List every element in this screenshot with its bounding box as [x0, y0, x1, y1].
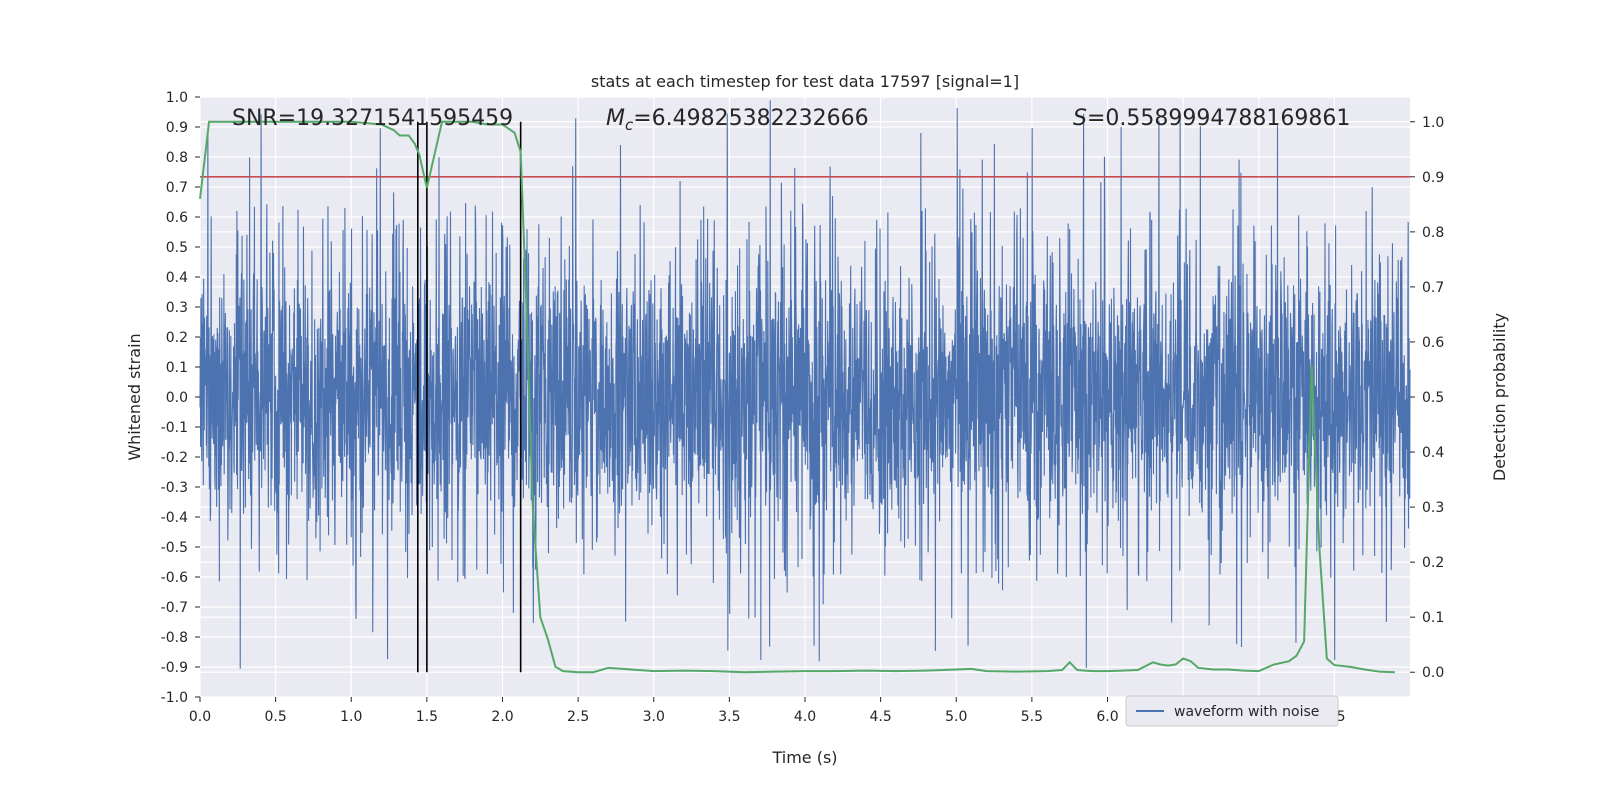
s-symbol: S	[1073, 106, 1087, 131]
y-tick-label-left: -0.6	[161, 570, 188, 586]
y-tick-label-right: 0.9	[1422, 170, 1444, 186]
y-tick-label-left: -0.4	[161, 510, 188, 526]
y-tick-label-left: 0.1	[166, 360, 188, 376]
y-tick-label-left: -0.8	[161, 630, 188, 646]
x-tick-label: 6.0	[1096, 709, 1118, 725]
y-tick-label-left: -0.1	[161, 420, 188, 436]
y-tick-label-right: 0.2	[1422, 555, 1444, 571]
waveform-series	[199, 100, 1411, 669]
y-tick-label-left: -0.5	[161, 540, 188, 556]
mc-subscript: c	[625, 116, 634, 134]
y-tick-label-right: 0.0	[1422, 665, 1444, 681]
x-tick-label: 5.5	[1021, 709, 1043, 725]
legend-label-waveform: waveform with noise	[1174, 704, 1319, 720]
y-tick-label-left: 0.9	[166, 120, 188, 136]
x-tick-label: 3.5	[718, 709, 740, 725]
s-annotation: S=0.5589994788169861	[1073, 106, 1350, 131]
x-tick-label: 4.0	[794, 709, 816, 725]
y-tick-label-left: 1.0	[166, 90, 188, 106]
y-tick-label-left: 0.5	[166, 240, 188, 256]
chart-title: stats at each timestep for test data 175…	[591, 72, 1019, 91]
y-tick-label-left: 0.8	[166, 150, 188, 166]
x-tick-label: 4.5	[869, 709, 891, 725]
mc-symbol: M	[606, 106, 625, 131]
y-tick-label-right: 0.6	[1422, 335, 1444, 351]
x-tick-label: 2.5	[567, 709, 589, 725]
y-tick-label-left: -0.7	[161, 600, 188, 616]
y-tick-label-right: 0.3	[1422, 500, 1444, 516]
y-tick-label-left: -0.3	[161, 480, 188, 496]
y-tick-label-left: 0.2	[166, 330, 188, 346]
y-axis-label-left: Whitened strain	[125, 333, 144, 460]
y-tick-label-left: -1.0	[161, 690, 188, 706]
x-tick-label: 3.0	[643, 709, 665, 725]
y-tick-label-left: 0.6	[166, 210, 188, 226]
x-tick-label: 2.0	[491, 709, 513, 725]
y-tick-label-right: 0.5	[1422, 390, 1444, 406]
y-tick-label-right: 0.4	[1422, 445, 1444, 461]
legend: waveform with noise	[1125, 695, 1339, 727]
x-tick-label: 5.0	[945, 709, 967, 725]
left-y-ticks: 1.0 0.9 0.8 0.7 0.6 0.5 0.4 0.3 0.2 0.1 0.0 -0.1 -0.…	[161, 90, 200, 706]
legend-box	[1125, 695, 1339, 727]
y-tick-label-right: 0.8	[1422, 225, 1444, 241]
s-value: =0.5589994788169861	[1087, 106, 1350, 131]
y-tick-label-left: -0.2	[161, 450, 188, 466]
y-tick-label-right: 0.1	[1422, 610, 1444, 626]
chirp-mass-annotation: Mc=6.49825382232666	[606, 106, 869, 134]
y-tick-label-right: 1.0	[1422, 115, 1444, 131]
x-tick-label: 0.0	[189, 709, 211, 725]
detection-probability-line	[199, 120, 1395, 674]
y-tick-label-left: 0.3	[166, 300, 188, 316]
mc-value: =6.49825382232666	[633, 106, 868, 131]
y-tick-label-left: -0.9	[161, 660, 188, 676]
x-tick-label: 1.0	[340, 709, 362, 725]
x-tick-label: 0.5	[264, 709, 286, 725]
y-tick-label-left: 0.0	[166, 390, 188, 406]
y-tick-label-left: 0.7	[166, 180, 188, 196]
right-y-ticks: 1.0 0.9 0.8 0.7 0.6 0.5 0.4 0.3 0.2 0.1 0.0	[1410, 115, 1444, 681]
waveform-line	[199, 100, 1411, 669]
x-ticks: 0.00.51.01.52.02.53.03.54.04.55.05.56.06…	[189, 697, 1346, 725]
y-axis-label-right: Detection probability	[1490, 313, 1509, 481]
x-axis-label: Time (s)	[771, 748, 837, 767]
vertical-markers	[416, 121, 522, 673]
x-tick-label: 1.5	[416, 709, 438, 725]
y-tick-label-right: 0.7	[1422, 280, 1444, 296]
snr-annotation: SNR=19.3271541595459	[232, 106, 513, 131]
y-tick-label-left: 0.4	[166, 270, 188, 286]
